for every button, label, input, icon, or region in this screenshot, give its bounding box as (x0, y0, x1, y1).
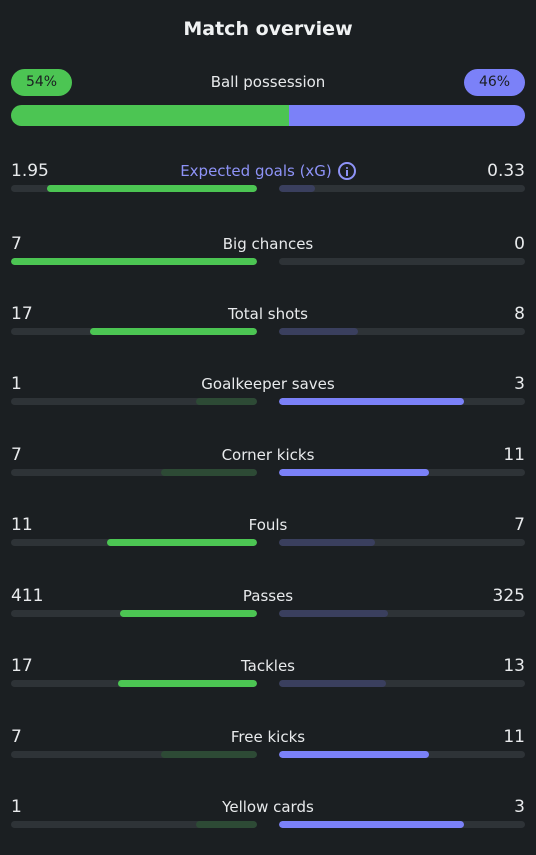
away-bar-track (279, 821, 525, 828)
away-bar-track (279, 258, 525, 265)
possession-bar-away (288, 105, 525, 126)
away-bar-track (279, 680, 525, 687)
possession-row: 54% Ball possession 46% (11, 69, 525, 96)
home-bar-fill (195, 821, 257, 828)
away-bar-fill (279, 398, 464, 405)
away-value: 11 (503, 727, 525, 747)
home-bar-fill (117, 680, 257, 687)
home-value: 7 (11, 727, 22, 747)
home-bar-track (11, 751, 257, 758)
away-bar-fill (279, 539, 375, 546)
stat-row-yellow-cards: 1 Yellow cards 3 (11, 796, 525, 846)
stat-row-total-shots: 17 Total shots 8 (11, 303, 525, 353)
away-bar-fill (279, 469, 430, 476)
away-bar-fill (279, 185, 315, 192)
stat-row-passes: 411 Passes 325 (11, 585, 525, 635)
home-bar-track (11, 821, 257, 828)
away-bar-track (279, 328, 525, 335)
home-bar-fill (161, 751, 257, 758)
stat-label-text: Expected goals (xG) (180, 162, 332, 180)
home-bar-track (11, 398, 257, 405)
away-value: 3 (514, 797, 525, 817)
stat-row-free-kicks: 7 Free kicks 11 (11, 726, 525, 776)
possession-label: Ball possession (210, 73, 326, 91)
away-value: 11 (503, 445, 525, 465)
stat-label: Tackles (240, 657, 296, 675)
stat-row-fouls: 11 Fouls 7 (11, 514, 525, 564)
home-bar-track (11, 539, 257, 546)
home-value: 17 (11, 304, 33, 324)
home-value: 1 (11, 374, 22, 394)
stat-label: Total shots (228, 305, 308, 323)
away-value: 7 (514, 515, 525, 535)
away-bar-track (279, 185, 525, 192)
away-bar-track (279, 751, 525, 758)
home-value: 17 (11, 656, 33, 676)
away-bar-fill (279, 680, 386, 687)
away-bar-fill (279, 821, 464, 828)
possession-bar-home (11, 105, 289, 126)
home-bar-fill (195, 398, 257, 405)
stat-label: Yellow cards (222, 798, 314, 816)
home-value: 1.95 (11, 161, 49, 181)
away-value: 325 (492, 586, 525, 606)
away-possession-badge: 46% (464, 69, 525, 96)
away-value: 0 (514, 234, 525, 254)
away-bar-fill (279, 751, 430, 758)
home-bar-fill (46, 185, 257, 192)
away-bar-track (279, 539, 525, 546)
home-possession-badge: 54% (11, 69, 72, 96)
page-title: Match overview (183, 18, 353, 40)
home-bar-fill (106, 539, 257, 546)
stat-row-corner-kicks: 7 Corner kicks 11 (11, 444, 525, 494)
stat-label: Expected goals (xG) (11, 160, 525, 182)
stat-label: Passes (242, 587, 294, 605)
home-bar-track (11, 328, 257, 335)
home-bar-track (11, 469, 257, 476)
away-bar-track (279, 469, 525, 476)
stat-row-big-chances: 7 Big chances 0 (11, 233, 525, 283)
stat-label: Fouls (248, 516, 288, 534)
home-value: 411 (11, 586, 44, 606)
stat-row-goalkeeper-saves: 1 Goalkeeper saves 3 (11, 373, 525, 423)
away-value: 3 (514, 374, 525, 394)
home-bar-fill (11, 258, 257, 265)
away-bar-track (279, 610, 525, 617)
home-value: 11 (11, 515, 33, 535)
away-value: 8 (514, 304, 525, 324)
stat-row-expected-goals: 1.95 Expected goals (xG) 0.33 (11, 160, 525, 210)
home-bar-track (11, 610, 257, 617)
home-bar-track (11, 258, 257, 265)
away-value: 13 (503, 656, 525, 676)
home-bar-fill (89, 328, 257, 335)
info-icon[interactable] (337, 162, 356, 180)
away-bar-fill (279, 328, 358, 335)
home-value: 7 (11, 445, 22, 465)
stat-row-tackles: 17 Tackles 13 (11, 655, 525, 705)
away-bar-track (279, 398, 525, 405)
possession-bar (11, 105, 525, 126)
home-value: 7 (11, 234, 22, 254)
home-bar-fill (161, 469, 257, 476)
home-bar-track (11, 185, 257, 192)
stat-label: Corner kicks (221, 446, 315, 464)
home-bar-track (11, 680, 257, 687)
away-value: 0.33 (487, 161, 525, 181)
stat-label: Free kicks (230, 728, 306, 746)
home-value: 1 (11, 797, 22, 817)
home-bar-fill (119, 610, 257, 617)
away-bar-fill (279, 610, 388, 617)
stat-label: Big chances (222, 235, 314, 253)
stat-label: Goalkeeper saves (201, 375, 335, 393)
